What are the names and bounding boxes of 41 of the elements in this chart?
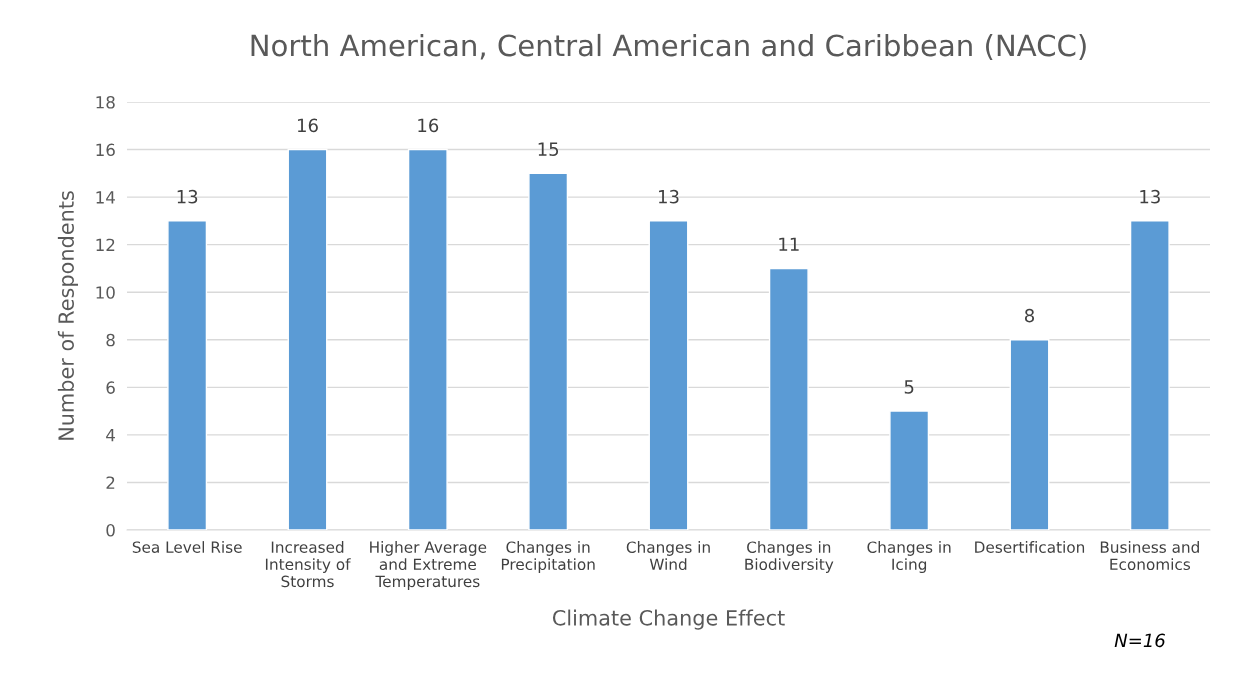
data-label: 15 <box>538 142 559 156</box>
data-label: 13 <box>1140 189 1160 204</box>
y-tick-label: 6 <box>106 381 115 394</box>
bar <box>1129 220 1170 530</box>
x-tick-label: Increased Intensity of Storms <box>265 541 351 588</box>
chart-title: North American, Central American and Caribbean (NACC) <box>251 33 1086 60</box>
data-label: 11 <box>779 237 799 251</box>
x-tick-label: Sea Level Rise <box>132 541 242 553</box>
bar <box>1009 339 1050 530</box>
x-tick-label: Changes in Wind <box>626 541 710 571</box>
data-label: 16 <box>298 118 318 133</box>
x-axis-title: Climate Change Effect <box>552 609 785 630</box>
text: N=16 <box>1114 633 1165 648</box>
y-tick-label: 18 <box>96 95 115 109</box>
data-label: 13 <box>659 189 679 204</box>
y-tick-label: 14 <box>96 191 115 204</box>
data-label: 8 <box>1024 308 1035 323</box>
x-tick-label: Changes in Precipitation <box>501 541 595 573</box>
bar <box>768 267 809 530</box>
x-tick-label: Business and Economics <box>1100 541 1199 571</box>
data-label: 13 <box>177 189 198 204</box>
x-tick-label: Desertification <box>975 541 1085 553</box>
bar <box>167 220 208 530</box>
bar <box>528 172 569 530</box>
bar <box>648 220 689 530</box>
data-label: 5 <box>904 380 914 394</box>
y-tick-label: 8 <box>106 333 115 347</box>
y-tick-label: 2 <box>106 476 115 489</box>
y-tick-label: 4 <box>106 429 115 442</box>
y-tick-label: 12 <box>96 238 115 251</box>
data-label: 16 <box>418 118 439 133</box>
y-tick-label: 10 <box>96 286 115 299</box>
x-tick-label: Higher Average and Extreme Temperatures <box>370 541 487 591</box>
bar <box>287 148 328 530</box>
x-tick-label: Changes in Icing <box>867 541 951 573</box>
y-tick-label: 0 <box>106 523 115 537</box>
y-axis-title: Number of Respondents <box>57 191 79 440</box>
y-tick-label: 16 <box>96 143 115 157</box>
x-tick-label: Changes in Biodiversity <box>745 541 834 573</box>
bar <box>407 148 448 530</box>
bar <box>889 410 930 530</box>
